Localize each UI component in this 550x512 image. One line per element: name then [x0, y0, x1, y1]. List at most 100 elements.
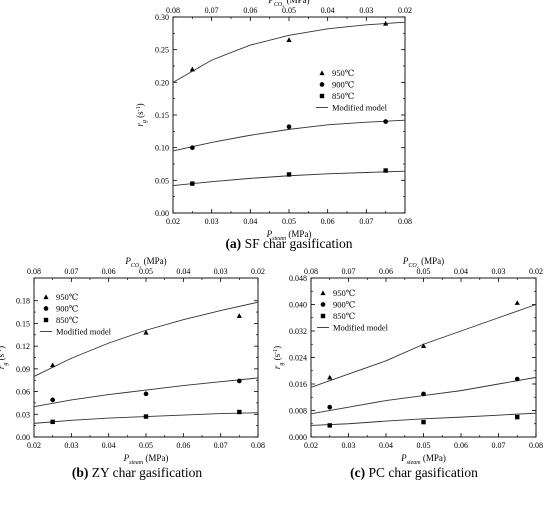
data-point-triangle	[286, 37, 292, 42]
x-tick-label: 0.04	[102, 441, 116, 450]
x2-axis-label: PCO₂ (MPa)	[267, 0, 309, 8]
data-point-triangle	[50, 362, 56, 368]
y-tick-label: 0.00	[16, 433, 30, 442]
x-tick-label: 0.05	[139, 441, 153, 450]
legend-marker-square	[43, 317, 49, 323]
x2-tick-label: 0.05	[139, 267, 153, 276]
x-axis-label: Psteam (MPa)	[123, 453, 169, 466]
x2-tick-label: 0.04	[321, 6, 335, 15]
x2-axis-label: PCO₂ (MPa)	[402, 256, 444, 269]
x2-axis-label: PCO₂ (MPa)	[124, 256, 166, 269]
legend-marker-circle	[319, 82, 325, 87]
data-point-circle	[143, 391, 149, 397]
model-curve-3	[310, 412, 537, 426]
x2-tick-label: 0.06	[243, 6, 257, 15]
x-tick-label: 0.05	[417, 441, 431, 450]
x-tick-label: 0.03	[205, 217, 219, 226]
legend-label: 850℃	[56, 315, 78, 325]
x-tick-label: 0.03	[342, 441, 356, 450]
y-tick-label: 0.040	[289, 301, 307, 310]
x2-tick-label: 0.07	[205, 6, 219, 15]
y-axis-label: rg (s-1)	[0, 346, 9, 369]
x2-tick-label: 0.02	[251, 267, 265, 276]
legend-marker-triangle	[43, 294, 49, 300]
x-tick-label: 0.08	[251, 441, 265, 450]
x-tick-label: 0.04	[379, 441, 393, 450]
y-tick-label: 0.000	[289, 433, 307, 442]
legend-marker-triangle	[319, 70, 325, 76]
y-tick-label: 0.032	[289, 327, 307, 336]
y-tick-label: 0.024	[289, 354, 307, 363]
data-point-circle	[514, 376, 520, 382]
data-point-square	[190, 181, 195, 186]
x-tick-label: 0.07	[214, 441, 228, 450]
data-point-circle	[236, 378, 242, 384]
x2-tick-label: 0.03	[214, 267, 228, 276]
x-tick-label: 0.06	[321, 217, 335, 226]
legend-marker-triangle	[320, 290, 326, 296]
x-axis-label: Psteam (MPa)	[266, 229, 312, 242]
panel-caption: (a) SF char gasification	[225, 236, 352, 251]
data-point-triangle	[236, 313, 242, 318]
panel-1: 0.02 0.03 0.04 0.05 0.06 0.07 0.08 0.08 0.07 0.06…	[135, 0, 412, 251]
data-point-square	[327, 423, 332, 428]
panel-2: 0.02 0.03 0.04 0.05 0.06 0.07 0.08 0.08 0.07 0.06…	[0, 256, 265, 480]
y-tick-label: 0.20	[155, 78, 169, 87]
x2-tick-label: 0.03	[492, 267, 506, 276]
x2-tick-label: 0.07	[64, 267, 78, 276]
data-point-triangle	[327, 374, 333, 380]
data-point-circle	[286, 124, 292, 130]
legend-label: 950℃	[333, 288, 355, 298]
legend-label: Modified model	[56, 327, 112, 337]
x-tick-label: 0.02	[166, 217, 180, 226]
model-curve-1	[172, 21, 406, 83]
x-tick-label: 0.02	[27, 441, 41, 450]
x-tick-label: 0.03	[64, 441, 78, 450]
x2-tick-label: 0.06	[379, 267, 393, 276]
legend-label: Modified model	[332, 103, 388, 113]
data-point-circle	[383, 119, 389, 124]
x2-tick-label: 0.08	[304, 267, 318, 276]
y-tick-label: 0.05	[155, 176, 169, 185]
data-point-square	[421, 419, 426, 425]
data-point-square	[237, 409, 242, 415]
y-tick-label: 0.008	[289, 407, 307, 416]
x-tick-label: 0.08	[529, 441, 543, 450]
x2-tick-label: 0.03	[359, 6, 373, 15]
legend-label: 950℃	[332, 68, 354, 78]
legend-label: 900℃	[332, 80, 354, 90]
y-tick-label: 0.00	[155, 209, 169, 218]
x-tick-label: 0.07	[359, 217, 373, 226]
data-point-circle	[421, 391, 426, 397]
legend-marker-square	[320, 313, 326, 319]
x2-tick-label: 0.05	[417, 267, 431, 276]
data-point-triangle	[383, 20, 389, 26]
y-tick-label: 0.25	[155, 46, 169, 55]
legend-label: 900℃	[333, 300, 355, 310]
legend-label: 950℃	[56, 292, 78, 302]
legend-label: 900℃	[56, 304, 78, 314]
legend-label: 850℃	[332, 91, 354, 101]
legend-label: Modified model	[333, 323, 389, 333]
data-point-square	[50, 419, 55, 425]
y-tick-label: 0.15	[155, 111, 169, 120]
x2-tick-label: 0.08	[166, 6, 180, 15]
data-point-triangle	[420, 343, 427, 348]
legend-marker-circle	[43, 306, 49, 311]
y-axis-label: rg (s-1)	[135, 103, 148, 126]
x-tick-label: 0.06	[176, 441, 190, 450]
panel-3: 0.02 0.03 0.04 0.05 0.06 0.07 0.08 0.08 0.07 0.06…	[272, 256, 543, 480]
x2-tick-label: 0.05	[282, 6, 296, 15]
plot-frame	[172, 16, 406, 214]
x2-tick-label: 0.08	[27, 267, 41, 276]
y-tick-label: 0.30	[155, 13, 169, 22]
y-tick-label: 0.09	[16, 365, 30, 374]
data-point-square	[515, 414, 520, 420]
y-tick-label: 0.016	[289, 380, 307, 389]
x2-tick-label: 0.06	[102, 267, 116, 276]
x-tick-label: 0.05	[282, 217, 296, 226]
x2-tick-label: 0.07	[342, 267, 356, 276]
y-tick-label: 0.15	[16, 319, 30, 328]
